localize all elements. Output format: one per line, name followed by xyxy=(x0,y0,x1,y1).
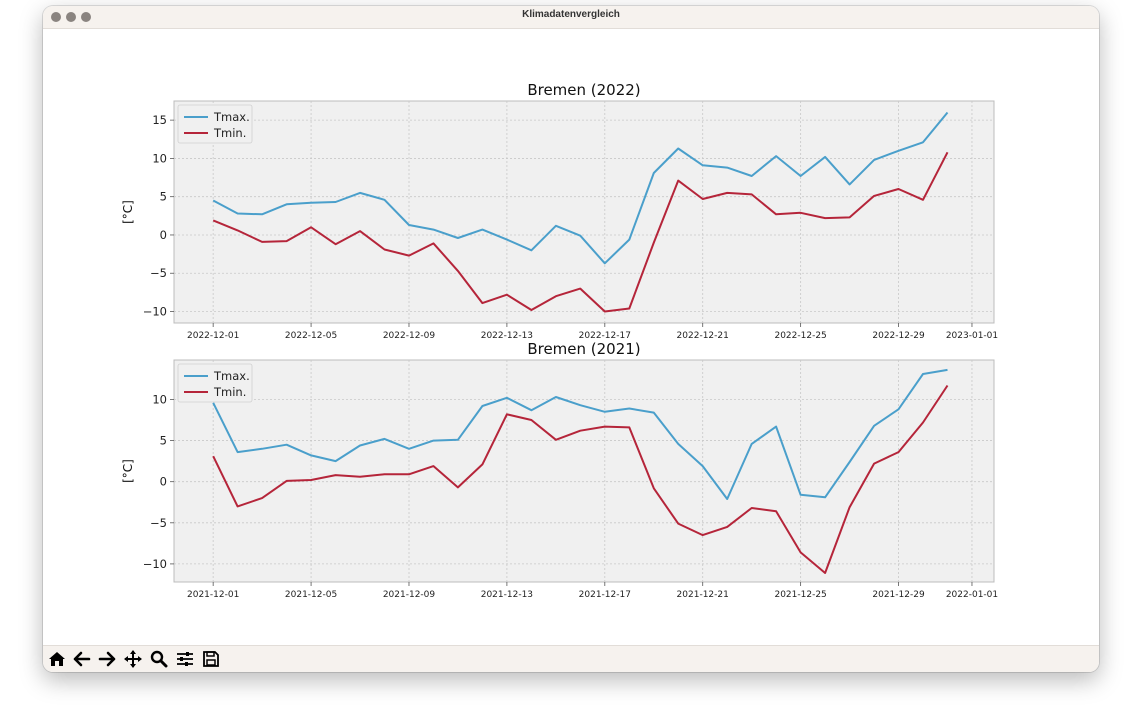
x-tick-label: 2022-12-25 xyxy=(774,331,826,341)
chart-panel-1: 2022-12-01 2022-12-05 2022-12-09 2022-12-13… xyxy=(121,81,998,341)
configure-sliders-icon[interactable] xyxy=(174,649,196,669)
y-tick-label: 10 xyxy=(152,151,167,165)
x-tick-label: 2022-12-17 xyxy=(579,331,631,341)
minimize-window-button[interactable] xyxy=(66,12,76,22)
chart-panel-2: 2021-12-01 2021-12-05 2021-12-09 2021-12-13… xyxy=(121,340,998,600)
close-window-button[interactable] xyxy=(51,12,61,22)
y-tick-label: −10 xyxy=(143,557,167,571)
series-line-tmax xyxy=(212,368,948,500)
y-tick-label: 5 xyxy=(160,190,167,204)
legend: Tmax. Tmin. xyxy=(177,104,253,144)
navigation-toolbar xyxy=(43,645,1099,672)
y-tick-label: 10 xyxy=(152,392,167,406)
y-tick-label: −10 xyxy=(143,305,167,319)
back-arrow-icon[interactable] xyxy=(71,649,93,669)
legend-label: Tmax. xyxy=(213,369,250,383)
y-axis-label: [°C] xyxy=(121,200,135,224)
y-tick-label: −5 xyxy=(150,516,167,530)
plot-area xyxy=(173,100,995,324)
series-line-tmin xyxy=(212,151,949,313)
figure-canvas[interactable]: 2022-12-01 2022-12-05 2022-12-09 2022-12-13… xyxy=(43,29,1099,644)
legend-label: Tmin. xyxy=(213,385,246,399)
y-tick-label: 15 xyxy=(152,113,167,127)
x-tick-label: 2022-12-21 xyxy=(677,331,729,341)
y-tick-label: −5 xyxy=(150,266,167,280)
x-tick-label: 2022-01-01 xyxy=(946,590,998,600)
chart-title: Bremen (2022) xyxy=(527,81,640,99)
chart-title: Bremen (2021) xyxy=(527,340,640,358)
x-tick-label: 2023-01-01 xyxy=(946,331,998,341)
x-tick-label: 2021-12-21 xyxy=(677,590,729,600)
home-icon[interactable] xyxy=(46,649,68,669)
x-tick-label: 2022-12-09 xyxy=(383,331,436,341)
x-tick-label: 2021-12-09 xyxy=(383,590,436,600)
forward-arrow-icon[interactable] xyxy=(96,649,118,669)
x-tick-label: 2022-12-01 xyxy=(187,331,239,341)
zoom-window-button[interactable] xyxy=(81,12,91,22)
x-tick-label: 2021-12-29 xyxy=(872,590,925,600)
x-tick-label: 2022-12-05 xyxy=(285,331,337,341)
x-tick-label: 2021-12-01 xyxy=(187,590,239,600)
x-tick-label: 2021-12-25 xyxy=(774,590,826,600)
pan-move-icon[interactable] xyxy=(122,649,144,669)
series-line-tmin xyxy=(212,384,949,574)
series-line-tmax xyxy=(212,111,949,265)
legend-label: Tmax. xyxy=(213,110,250,124)
y-tick-label: 0 xyxy=(160,228,167,242)
plot-area xyxy=(173,359,995,583)
y-tick-label: 0 xyxy=(160,475,167,489)
x-tick-label: 2021-12-17 xyxy=(579,590,631,600)
x-tick-label: 2022-12-13 xyxy=(481,331,533,341)
legend: Tmax. Tmin. xyxy=(177,363,253,403)
title-bar: Klimadatenvergleich xyxy=(43,6,1099,29)
app-window: Klimadatenvergleich 2022-12-01 2022-12-05… xyxy=(43,6,1099,672)
zoom-magnifier-icon[interactable] xyxy=(148,649,170,669)
x-tick-label: 2021-12-13 xyxy=(481,590,533,600)
window-title: Klimadatenvergleich xyxy=(522,9,620,20)
y-tick-label: 5 xyxy=(160,434,167,448)
x-tick-label: 2021-12-05 xyxy=(285,590,337,600)
x-tick-label: 2022-12-29 xyxy=(872,331,925,341)
legend-label: Tmin. xyxy=(213,126,246,140)
y-axis-label: [°C] xyxy=(121,459,135,483)
save-floppy-icon[interactable] xyxy=(200,649,222,669)
